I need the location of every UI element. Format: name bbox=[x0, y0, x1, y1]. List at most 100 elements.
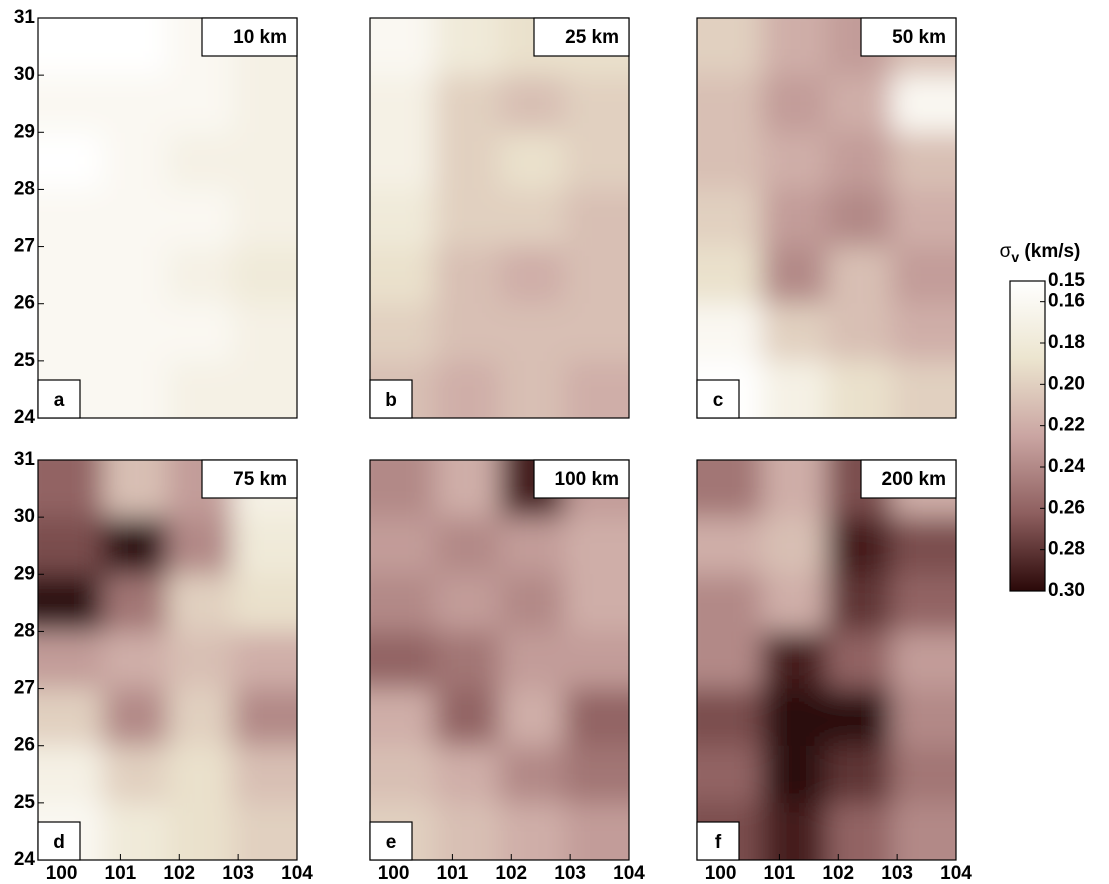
cell bbox=[434, 574, 501, 633]
x-tick-label: 104 bbox=[613, 863, 645, 884]
cell bbox=[891, 631, 956, 690]
cell bbox=[167, 303, 234, 362]
cell bbox=[38, 745, 104, 804]
cell bbox=[38, 631, 104, 690]
cell bbox=[697, 460, 763, 519]
cell bbox=[761, 460, 828, 519]
colorbar-tick-label: 0.16 bbox=[1048, 291, 1085, 312]
axes-frame bbox=[37, 459, 298, 861]
cell bbox=[697, 189, 763, 248]
cell bbox=[232, 360, 297, 418]
x-tick-label: 102 bbox=[822, 863, 854, 884]
heatmap bbox=[697, 460, 956, 860]
cell bbox=[38, 18, 104, 77]
cell bbox=[499, 132, 566, 191]
cell bbox=[167, 132, 234, 191]
x-tick-label: 104 bbox=[940, 863, 972, 884]
cell bbox=[102, 75, 169, 134]
title-box bbox=[201, 17, 298, 57]
cell bbox=[434, 246, 501, 305]
cell bbox=[697, 688, 763, 747]
cell bbox=[761, 189, 828, 248]
cell bbox=[564, 745, 629, 804]
colorbar-tick-label: 0.18 bbox=[1048, 332, 1085, 353]
cell bbox=[102, 132, 169, 191]
cell bbox=[102, 745, 169, 804]
cell bbox=[826, 303, 893, 362]
y-tick-label: 29 bbox=[14, 121, 35, 142]
title-box bbox=[860, 17, 957, 57]
cell bbox=[761, 75, 828, 134]
panel-letter-box bbox=[696, 379, 740, 419]
cell bbox=[38, 303, 104, 362]
heatmap bbox=[697, 18, 956, 418]
cell bbox=[826, 574, 893, 633]
panel-letter: c bbox=[713, 390, 724, 411]
cell bbox=[891, 688, 956, 747]
cell bbox=[761, 246, 828, 305]
cell bbox=[102, 303, 169, 362]
cell bbox=[434, 18, 501, 77]
heatmap-blur bbox=[370, 18, 629, 418]
cell bbox=[826, 75, 893, 134]
cell bbox=[499, 303, 566, 362]
cell bbox=[38, 574, 104, 633]
cell bbox=[761, 18, 828, 77]
cell bbox=[167, 688, 234, 747]
panel-letter-box bbox=[369, 821, 413, 861]
cell bbox=[102, 574, 169, 633]
title-box bbox=[201, 459, 298, 499]
cell bbox=[891, 574, 956, 633]
cell bbox=[564, 303, 629, 362]
cell bbox=[891, 189, 956, 248]
heatmap-blur bbox=[370, 460, 629, 860]
cell bbox=[232, 631, 297, 690]
cell bbox=[232, 75, 297, 134]
cell bbox=[434, 631, 501, 690]
cell bbox=[370, 631, 436, 690]
panel-letter-box bbox=[696, 821, 740, 861]
title-box bbox=[533, 459, 630, 499]
cell bbox=[167, 802, 234, 860]
cell bbox=[761, 517, 828, 576]
axes-frame bbox=[369, 17, 630, 419]
cell bbox=[370, 75, 436, 134]
y-tick-label: 28 bbox=[14, 178, 35, 199]
heatmap-blur bbox=[697, 18, 956, 418]
cell bbox=[102, 631, 169, 690]
panel-title: 10 km bbox=[233, 27, 287, 48]
heatmap-blur bbox=[38, 460, 297, 860]
cell bbox=[434, 360, 501, 418]
cell bbox=[826, 246, 893, 305]
cell bbox=[167, 360, 234, 418]
panel-letter: e bbox=[386, 832, 397, 853]
cell bbox=[697, 132, 763, 191]
panel-letter: d bbox=[53, 832, 65, 853]
cell bbox=[499, 745, 566, 804]
cell bbox=[499, 75, 566, 134]
y-tick-label: 25 bbox=[14, 350, 36, 371]
cell bbox=[167, 75, 234, 134]
cell bbox=[232, 303, 297, 362]
colorbar-tick-label: 0.20 bbox=[1048, 373, 1085, 394]
cell bbox=[499, 574, 566, 633]
y-tick-label: 31 bbox=[14, 7, 36, 28]
cell bbox=[232, 246, 297, 305]
panel-letter-box bbox=[37, 821, 81, 861]
cell bbox=[697, 517, 763, 576]
cell bbox=[697, 631, 763, 690]
cell bbox=[761, 745, 828, 804]
cell bbox=[564, 246, 629, 305]
cell bbox=[499, 360, 566, 418]
cell bbox=[761, 631, 828, 690]
cell bbox=[434, 517, 501, 576]
panel-title: 75 km bbox=[233, 469, 287, 490]
y-tick-label: 24 bbox=[14, 407, 36, 428]
x-tick-label: 100 bbox=[378, 863, 410, 884]
panel-letter-box bbox=[369, 379, 413, 419]
cell bbox=[38, 75, 104, 134]
cell bbox=[564, 631, 629, 690]
axes-frame bbox=[696, 17, 957, 419]
cell bbox=[761, 132, 828, 191]
heatmap bbox=[370, 460, 629, 860]
